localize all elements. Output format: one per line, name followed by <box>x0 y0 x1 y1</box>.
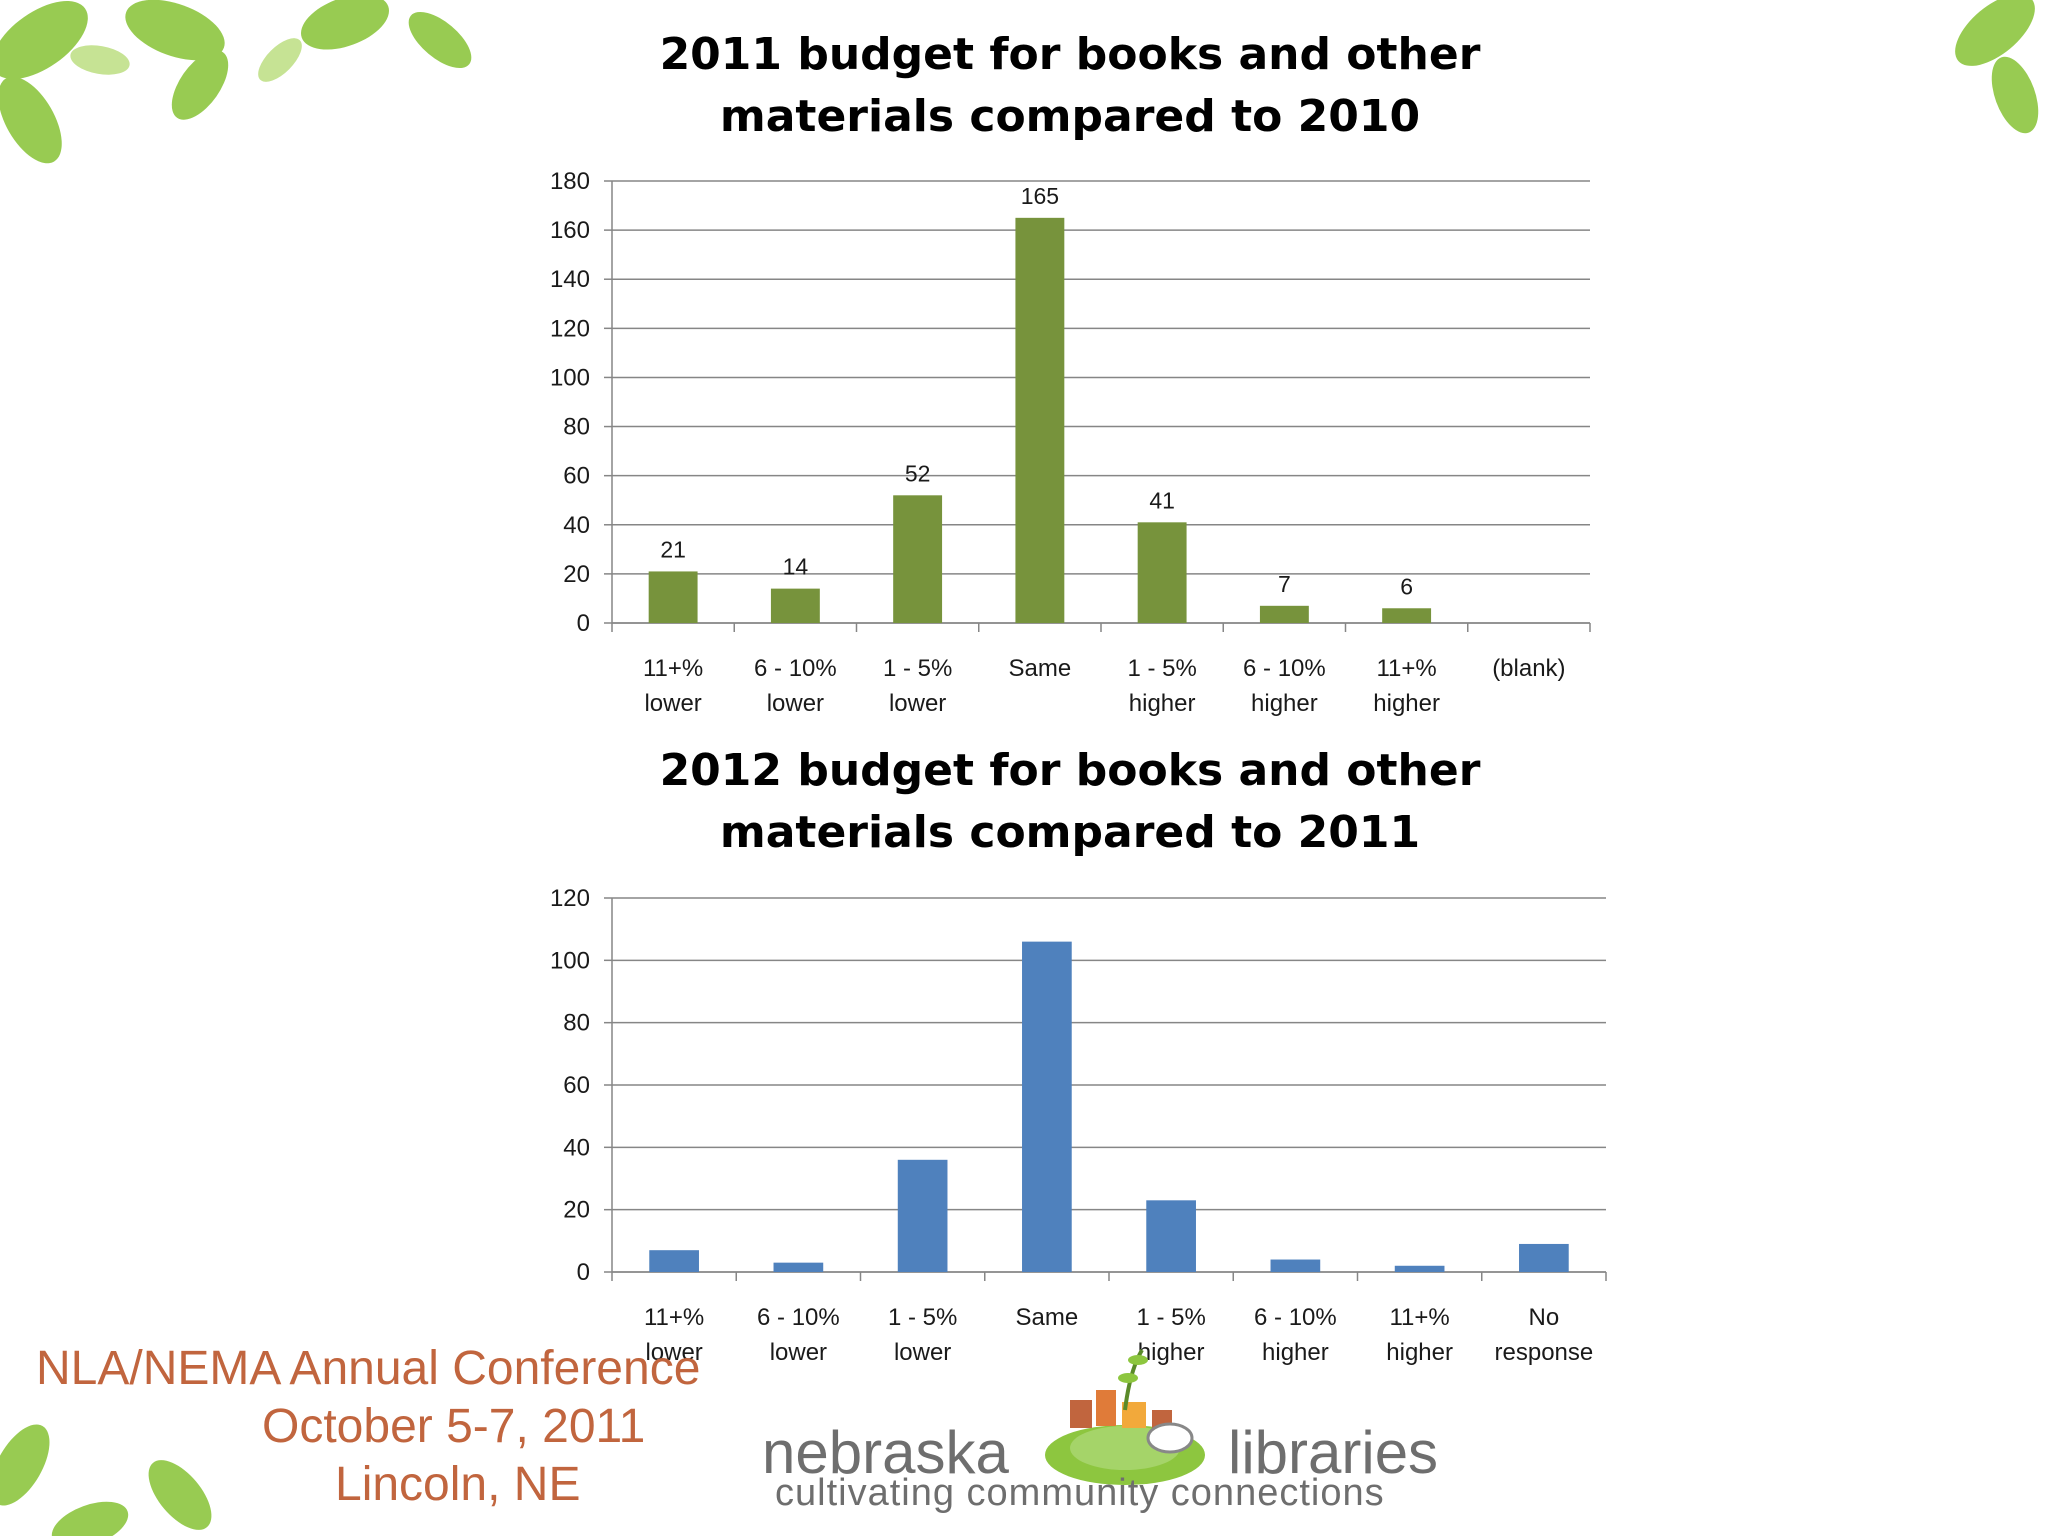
conference-name: NLA/NEMA Annual Conference <box>36 1342 701 1395</box>
chart-2012-bar <box>1022 941 1072 1272</box>
chart-2011-data-label: 41 <box>1149 487 1175 513</box>
chart-2011-bar <box>1259 605 1309 623</box>
chart-2011-ytick-label: 40 <box>563 512 590 539</box>
chart-2012-ytick-label: 80 <box>563 1010 590 1037</box>
chart-2011-data-label: 14 <box>783 554 809 580</box>
chart-2011-ytick-label: 160 <box>550 217 590 244</box>
chart-2012-bar <box>773 1262 824 1272</box>
chart-2012-ytick-label: 100 <box>550 947 590 974</box>
chart-2012-bar <box>649 1250 699 1272</box>
chart-2011-bar <box>648 571 698 623</box>
chart-2011-bar <box>893 495 943 623</box>
chart-2012-bar <box>1146 1200 1196 1272</box>
chart-2011-ytick-label: 180 <box>550 168 590 195</box>
conference-dates: October 5-7, 2011 <box>262 1400 646 1453</box>
chart-2011-category-label: 1 - 5% lower <box>883 655 952 717</box>
chart-2011-data-label: 52 <box>905 460 931 486</box>
chart-2011-ytick-label: 120 <box>550 315 590 342</box>
chart-2011-category-label: Same <box>1009 655 1072 682</box>
chart-2011-bar <box>1015 217 1065 623</box>
chart-2011-data-label: 21 <box>660 536 686 562</box>
bar-chart-2012: 0 20 40 60 80 100 120 11+% lower 6 - 10% lower 1 - … <box>550 885 1607 1366</box>
chart-2011-category-label: (blank) <box>1492 655 1565 682</box>
chart-title-2012: 2012 budget for books and other material… <box>659 745 1481 858</box>
chart-2012-bar <box>1394 1265 1445 1272</box>
chart-2012-category-label: 1 - 5% higher <box>1136 1304 1205 1366</box>
chart-2012-category-label: 11+% lower <box>644 1304 704 1366</box>
chart-2012-ytick-label: 120 <box>550 885 590 912</box>
chart-2012-bar <box>1519 1243 1569 1272</box>
conference-place: Lincoln, NE <box>335 1458 581 1511</box>
logo-tagline: cultivating community connections <box>775 1472 1385 1514</box>
chart-2011-data-label: 6 <box>1400 573 1413 599</box>
logo-word-libraries: libraries <box>1228 1419 1439 1486</box>
nebraska-libraries-logo-icon <box>1045 1348 1205 1485</box>
chart-2011-category-label: 11+% higher <box>1373 655 1440 717</box>
chart-2011-ytick-label: 100 <box>550 364 590 391</box>
chart-2012-category-label: 6 - 10% lower <box>757 1304 840 1366</box>
chart-2011-category-label: 6 - 10% lower <box>754 655 837 717</box>
chart-2011-ytick-label: 140 <box>550 266 590 293</box>
chart-2011-ytick-label: 20 <box>563 561 590 588</box>
chart-2011-bar <box>1137 522 1187 623</box>
chart-2012-category-label: 1 - 5% lower <box>888 1304 957 1366</box>
logo-word-nebraska: nebraska <box>762 1419 1009 1486</box>
chart-2012-ytick-label: 60 <box>563 1072 590 1099</box>
chart-2012-ytick-label: 0 <box>577 1259 590 1286</box>
chart-2011-data-label: 165 <box>1021 183 1059 209</box>
chart-2011-data-label: 7 <box>1278 571 1291 597</box>
chart-2012-bar <box>897 1159 948 1272</box>
chart-2011-category-label: 1 - 5% higher <box>1127 655 1196 717</box>
chart-2012-category-label: Same <box>1016 1304 1079 1331</box>
chart-2011-bar <box>1382 608 1432 623</box>
chart-2011-category-label: 11+% lower <box>643 655 703 717</box>
chart-2012-category-label: No response <box>1495 1304 1594 1366</box>
chart-2011-bar <box>770 588 820 623</box>
chart-2012-category-label: 11+% higher <box>1386 1304 1453 1366</box>
chart-2012-category-label: 6 - 10% higher <box>1254 1304 1337 1366</box>
chart-2011-category-label: 6 - 10% higher <box>1243 655 1326 717</box>
chart-2011-ytick-label: 0 <box>577 610 590 637</box>
chart-2011-ytick-label: 80 <box>563 414 590 441</box>
chart-title-2011: 2011 budget for books and other material… <box>659 29 1481 142</box>
chart-2012-bar <box>1270 1259 1321 1272</box>
bar-chart-2011: 0 20 40 60 80 100 120 140 160 180 21 11+% lower 14 6 -… <box>550 168 1591 717</box>
chart-2012-ytick-label: 20 <box>563 1197 590 1224</box>
chart-2011-ytick-label: 60 <box>563 463 590 490</box>
chart-2012-ytick-label: 40 <box>563 1134 590 1161</box>
